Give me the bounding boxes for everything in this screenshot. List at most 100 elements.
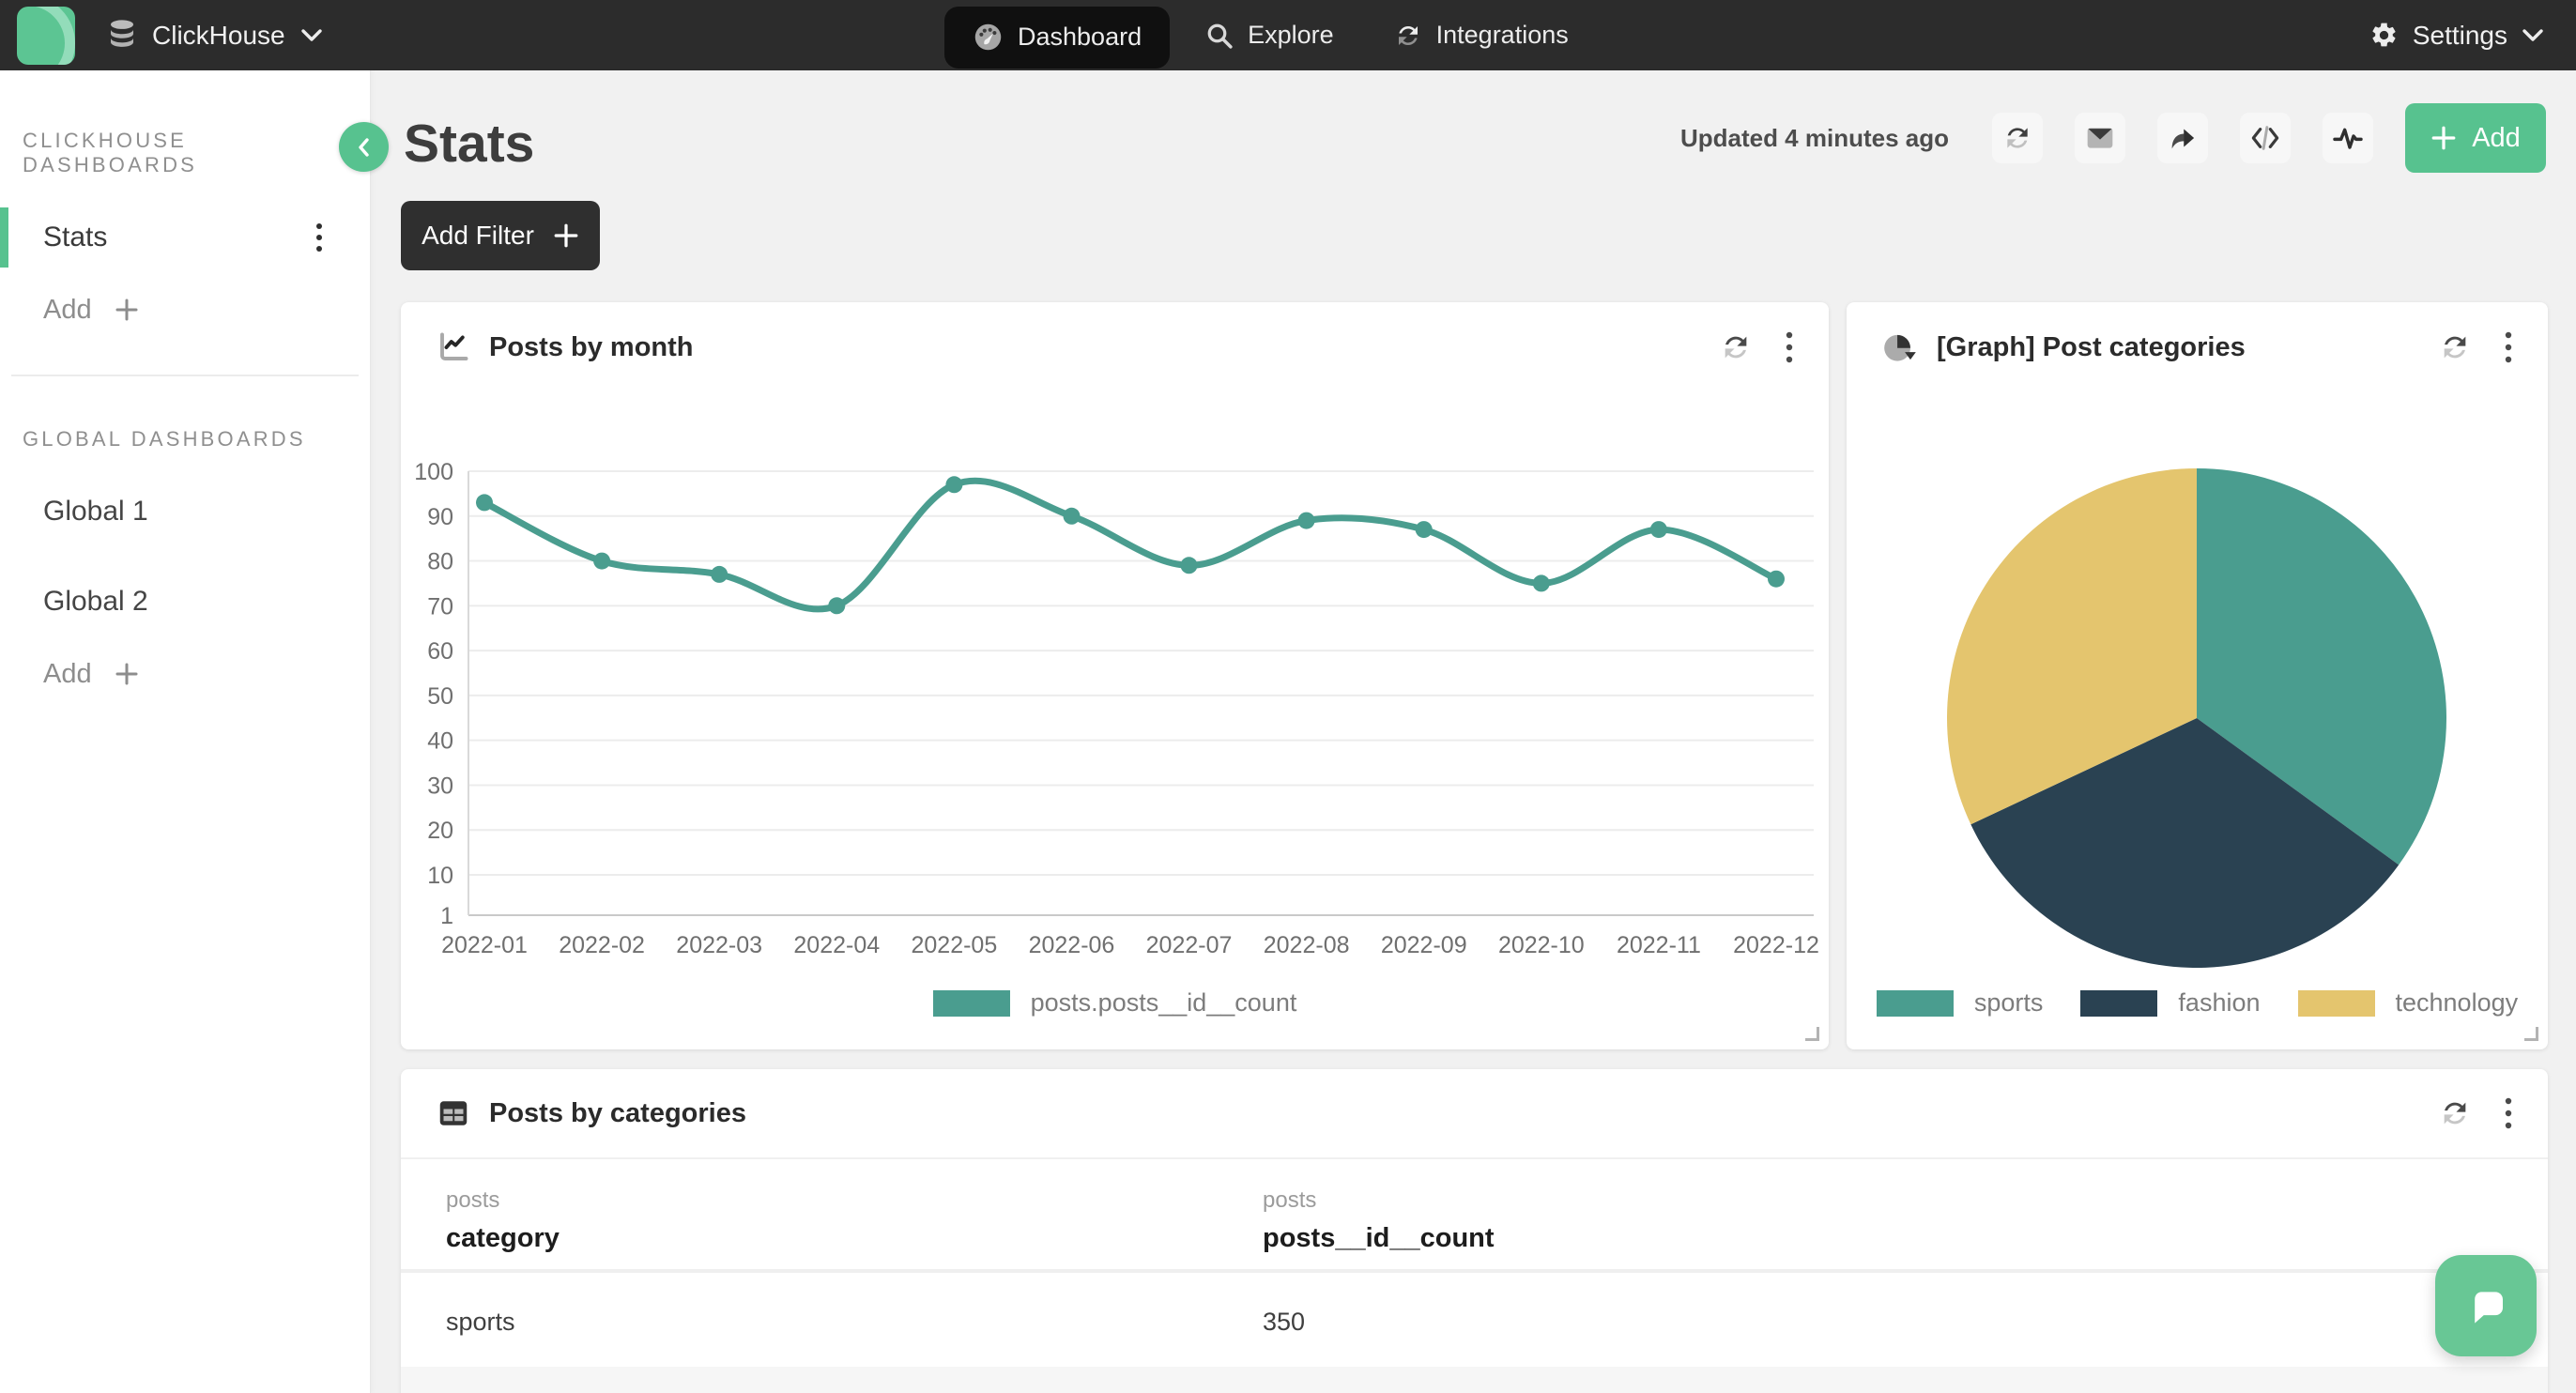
pie-slice-sports: [2197, 468, 2447, 865]
kebab-menu-icon[interactable]: [2505, 331, 2512, 363]
sidebar-item-global-1[interactable]: Global 1: [0, 482, 370, 542]
main-tabs: Dashboard Explore Integr: [944, 0, 1593, 70]
legend-label: technology: [2395, 988, 2519, 1017]
tab-label: Integrations: [1435, 21, 1569, 49]
tab-dashboard[interactable]: Dashboard: [944, 6, 1171, 69]
resize-handle[interactable]: [1805, 1027, 1819, 1041]
line-chart-legend-swatch: [932, 989, 1010, 1017]
svg-text:50: 50: [427, 683, 453, 710]
chat-bubble-icon: [2461, 1280, 2511, 1331]
card-actions: [1720, 331, 1793, 363]
share-button[interactable]: [2157, 113, 2208, 163]
plus-icon: [115, 662, 139, 686]
chevron-down-icon: [2522, 28, 2544, 43]
card-header: Posts by categories: [401, 1069, 2548, 1159]
sidebar-collapse-button[interactable]: [339, 122, 389, 172]
card-header: [Graph] Post categories: [1847, 302, 2548, 392]
legend-swatch: [2080, 989, 2158, 1017]
tab-integrations[interactable]: Integrations: [1370, 0, 1593, 70]
svg-text:2022-10: 2022-10: [1498, 932, 1585, 958]
svg-text:90: 90: [427, 504, 453, 530]
settings-label: Settings: [2412, 20, 2507, 50]
svg-text:80: 80: [427, 549, 453, 575]
refresh-button[interactable]: [1992, 113, 2043, 163]
add-filter-label: Add Filter: [422, 221, 534, 250]
table-cell: sports: [446, 1308, 515, 1336]
card-actions: [2439, 1097, 2512, 1129]
legend-swatch: [1876, 989, 1954, 1017]
refresh-icon[interactable]: [1720, 331, 1752, 363]
sidebar-item-label: Global 1: [43, 496, 148, 527]
svg-text:2022-01: 2022-01: [441, 932, 528, 958]
plus-icon: [115, 298, 139, 322]
refresh-icon[interactable]: [2439, 331, 2471, 363]
svg-text:2022-02: 2022-02: [559, 932, 645, 958]
table-icon: [437, 1096, 470, 1130]
pie-slice-fashion: [1970, 718, 2400, 968]
embed-code-button[interactable]: [2240, 113, 2291, 163]
svg-text:2022-03: 2022-03: [676, 932, 762, 958]
chevron-left-icon: [355, 136, 374, 159]
kebab-menu-icon[interactable]: [302, 221, 336, 254]
sidebar-item-label: Global 2: [43, 586, 148, 617]
line-chart-legend: posts.posts__id__count: [401, 988, 1829, 1018]
legend-item-fashion[interactable]: fashion: [2080, 988, 2261, 1018]
legend-swatch: [2297, 989, 2375, 1017]
resize-handle[interactable]: [2524, 1027, 2538, 1041]
svg-text:2022-08: 2022-08: [1264, 932, 1350, 958]
table-column-header: posts category: [446, 1161, 560, 1254]
add-global-dashboard-button[interactable]: Add: [43, 651, 139, 697]
sidebar-item-global-2[interactable]: Global 2: [0, 572, 370, 632]
refresh-icon[interactable]: [2439, 1097, 2471, 1129]
legend-label: fashion: [2178, 988, 2261, 1017]
svg-text:60: 60: [427, 638, 453, 665]
legend-item-sports[interactable]: sports: [1876, 988, 2043, 1018]
plus-icon: [553, 222, 579, 249]
table-header: posts category posts posts__id__count: [401, 1161, 2548, 1273]
connection-selector[interactable]: ClickHouse: [107, 0, 323, 70]
svg-text:30: 30: [427, 773, 453, 799]
card-posts-by-categories: Posts by categories posts category p: [401, 1069, 2548, 1393]
svg-text:2022-09: 2022-09: [1381, 932, 1467, 958]
pie-slice-technology: [1947, 468, 2197, 825]
card-post-categories-graph: [Graph] Post categories sports fashion tec…: [1847, 302, 2548, 1049]
add-button-label: Add: [2472, 122, 2521, 153]
pie-chart-legend: sports fashion technology: [1847, 988, 2548, 1018]
tab-explore[interactable]: Explore: [1181, 0, 1358, 70]
table-cell: fashion: [446, 1367, 528, 1393]
add-panel-button[interactable]: Add: [2405, 103, 2546, 173]
settings-menu[interactable]: Settings: [2369, 0, 2544, 70]
line-chart: 100 90 80 70 60 50 40 30 20 10 1 2022-01 2022-02 2022…: [414, 459, 1819, 958]
svg-text:2022-11: 2022-11: [1617, 932, 1701, 958]
svg-text:100: 100: [414, 459, 453, 485]
tab-label: Dashboard: [1018, 23, 1142, 51]
add-dashboard-button[interactable]: Add: [43, 286, 139, 333]
svg-text:2022-12: 2022-12: [1733, 932, 1819, 958]
divider: [11, 375, 359, 376]
add-label: Add: [43, 294, 92, 325]
section-title-clickhouse-dashboards: CLICKHOUSE DASHBOARDS: [23, 129, 198, 176]
svg-text:20: 20: [427, 818, 453, 844]
app-logo[interactable]: [17, 7, 75, 65]
table-cell: 350: [1263, 1308, 1306, 1336]
column-group-label: posts: [446, 1187, 500, 1213]
activity-button[interactable]: [2323, 113, 2373, 163]
kebab-menu-icon[interactable]: [2505, 1097, 2512, 1129]
sidebar-item-stats[interactable]: Stats: [0, 207, 370, 268]
add-filter-button[interactable]: Add Filter: [401, 201, 600, 270]
chat-widget-button[interactable]: [2435, 1255, 2537, 1356]
email-button[interactable]: [2075, 113, 2125, 163]
svg-text:40: 40: [427, 728, 453, 755]
table-cell: 330: [1263, 1367, 1305, 1393]
database-icon: [107, 19, 137, 53]
page-title: Stats: [404, 114, 535, 174]
legend-item-technology[interactable]: technology: [2297, 988, 2519, 1018]
card-title: Posts by month: [489, 331, 694, 362]
legend-item-posts-count[interactable]: posts.posts__id__count: [932, 988, 1296, 1018]
svg-text:70: 70: [427, 593, 453, 620]
card-title: Posts by categories: [489, 1097, 746, 1128]
chevron-down-icon: [300, 28, 323, 43]
svg-text:2022-07: 2022-07: [1146, 932, 1233, 958]
kebab-menu-icon[interactable]: [1786, 331, 1793, 363]
